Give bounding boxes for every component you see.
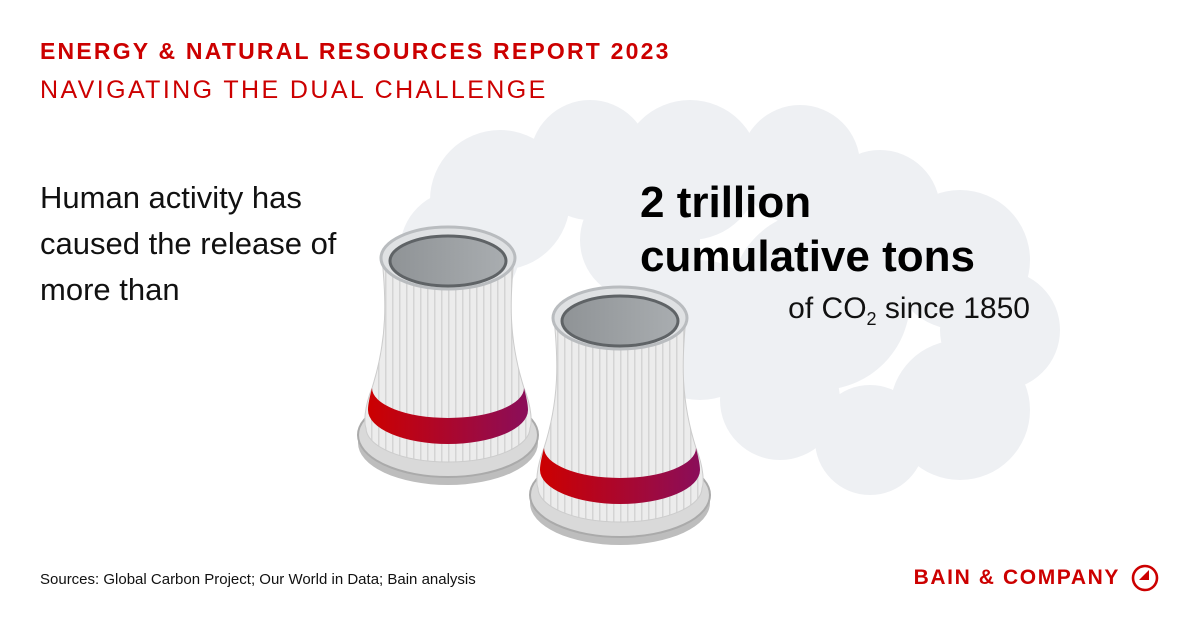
brand-name: BAIN & COMPANY <box>913 566 1120 589</box>
bain-logo-icon <box>1131 564 1159 592</box>
headline-line1: 2 trillion <box>640 178 812 227</box>
unit-suffix: since 1850 <box>876 292 1030 325</box>
report-kicker: ENERGY & NATURAL RESOURCES REPORT 2023 <box>40 38 671 64</box>
headline-line2: cumulative tons <box>640 232 975 281</box>
lead-text: Human activity has caused the release of… <box>40 180 337 307</box>
report-subtitle: NAVIGATING THE DUAL CHALLENGE <box>40 76 548 104</box>
unit-prefix: of CO <box>788 292 867 325</box>
unit-subscript: 2 <box>866 309 877 329</box>
sources-note: Sources: Global Carbon Project; Our Worl… <box>40 571 476 588</box>
headline: 2 trillion cumulative tons <box>640 176 975 284</box>
headline-unit: of CO2 since 1850 <box>788 292 1030 330</box>
